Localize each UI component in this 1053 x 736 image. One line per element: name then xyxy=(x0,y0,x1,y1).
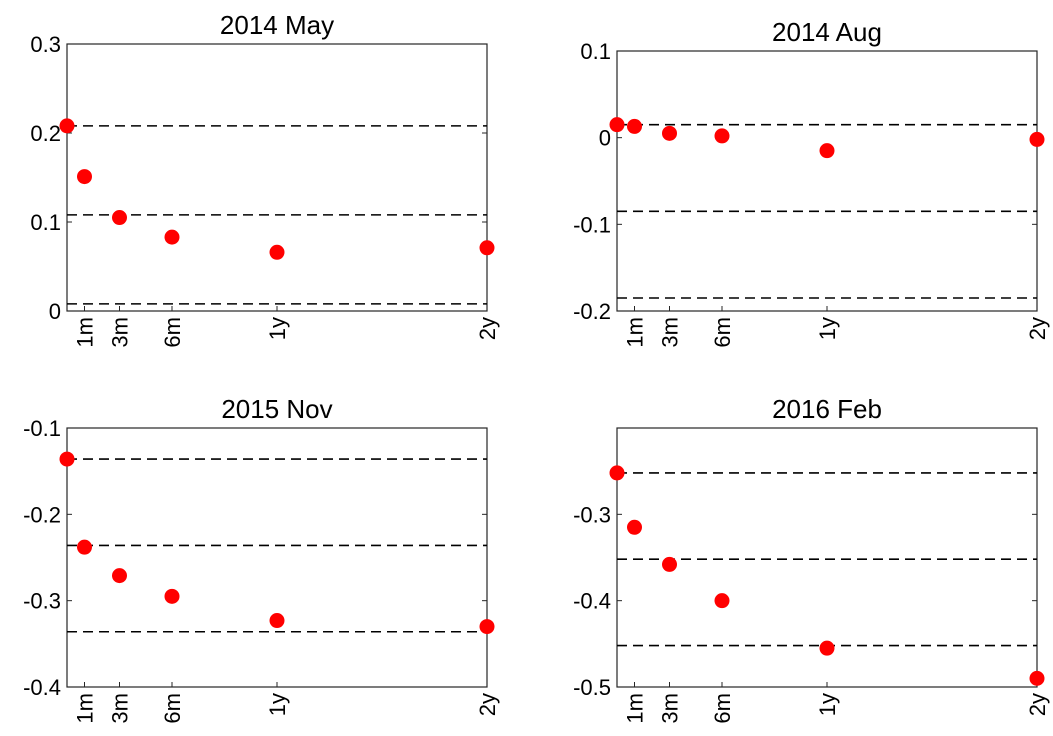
data-point xyxy=(479,619,495,635)
x-tick-label: 6m xyxy=(160,317,185,348)
data-point xyxy=(269,244,285,260)
data-point xyxy=(59,118,75,134)
axes-frame xyxy=(616,50,1038,312)
panel-title: 2016 Feb xyxy=(772,394,882,424)
data-point xyxy=(662,125,677,141)
x-tick-label: 1m xyxy=(623,317,648,348)
x-tick-label: 1y xyxy=(815,317,840,340)
data-point xyxy=(662,556,677,572)
y-tick-label: 0 xyxy=(49,299,61,324)
panel-title: 2014 Aug xyxy=(772,17,882,47)
y-tick-label: -0.2 xyxy=(23,502,61,527)
y-tick-label: 0.1 xyxy=(30,210,61,235)
y-tick-label: -0.1 xyxy=(23,416,61,441)
panel-title: 2015 Nov xyxy=(221,394,332,424)
y-tick-label: -0.1 xyxy=(573,212,611,237)
data-point xyxy=(77,539,92,555)
x-tick-label: 3m xyxy=(108,317,133,348)
panel-1: 2014 May 0 0.1 0.2 0.3 1m 3m 6m 1y 2y xyxy=(30,10,500,348)
x-tick-label: 2y xyxy=(475,693,500,716)
y-tick-label: -0.4 xyxy=(23,675,61,700)
data-point xyxy=(1029,670,1045,686)
panel-4: 2016 Feb -0.5 -0.4 -0.3 1m 3m 6m 1y 2y xyxy=(573,394,1050,724)
y-tick-label: 0.1 xyxy=(580,39,611,64)
x-tick-label: 6m xyxy=(710,317,735,348)
x-tick-label: 2y xyxy=(475,317,500,340)
data-point xyxy=(164,588,180,604)
x-tick-label: 6m xyxy=(710,693,735,724)
data-point xyxy=(164,229,180,245)
y-tick-label: -0.3 xyxy=(573,502,611,527)
data-point xyxy=(714,593,730,609)
x-tick-label: 3m xyxy=(658,317,683,348)
y-tick-label: -0.2 xyxy=(573,299,611,324)
data-point xyxy=(714,128,730,144)
data-point xyxy=(819,640,835,656)
y-tick-label: 0.3 xyxy=(30,32,61,57)
panel-2: 2014 Aug -0.2 -0.1 0 0.1 1m 3m 6m 1y 2y xyxy=(573,17,1050,348)
x-tick-label: 1y xyxy=(265,693,290,716)
x-tick-label: 3m xyxy=(658,693,683,724)
x-tick-label: 2y xyxy=(1025,693,1050,716)
x-tick-label: 1y xyxy=(265,317,290,340)
x-tick-label: 1m xyxy=(73,317,98,348)
data-point xyxy=(479,240,495,256)
data-point xyxy=(627,118,642,134)
x-tick-label: 3m xyxy=(108,693,133,724)
x-tick-label: 2y xyxy=(1025,317,1050,340)
y-tick-label: 0 xyxy=(599,126,611,151)
data-point xyxy=(269,613,285,629)
data-point xyxy=(112,568,127,584)
y-tick-label: 0.2 xyxy=(30,121,61,146)
x-tick-label: 1y xyxy=(815,693,840,716)
panel-3: 2015 Nov -0.4 -0.3 -0.2 -0.1 1m 3m 6m 1y 2y xyxy=(23,394,500,724)
x-tick-label: 1m xyxy=(73,693,98,724)
data-point xyxy=(77,169,92,185)
data-point xyxy=(1029,131,1045,147)
data-point xyxy=(627,519,642,535)
y-tick-label: -0.4 xyxy=(573,589,611,614)
data-point xyxy=(609,465,625,481)
data-point xyxy=(609,117,625,133)
data-point xyxy=(112,210,127,226)
y-tick-label: -0.3 xyxy=(23,589,61,614)
y-tick-label: -0.5 xyxy=(573,675,611,700)
panel-title: 2014 May xyxy=(220,10,334,40)
data-point xyxy=(819,143,835,159)
x-tick-label: 6m xyxy=(160,693,185,724)
axes-frame xyxy=(66,43,488,312)
axes-frame xyxy=(66,427,488,688)
x-tick-label: 1m xyxy=(623,693,648,724)
data-point xyxy=(59,451,75,467)
